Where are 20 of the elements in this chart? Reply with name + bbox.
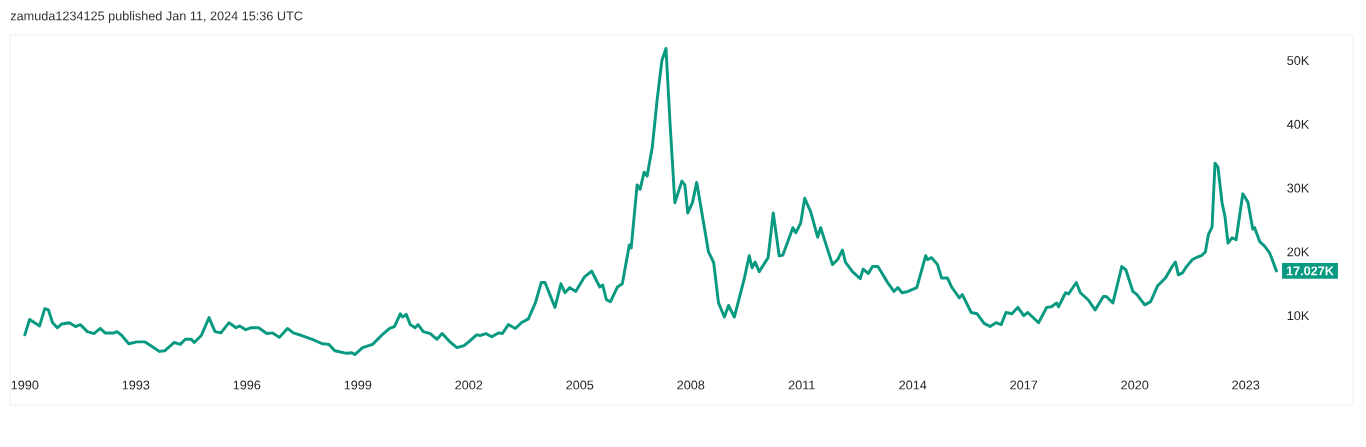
x-tick-label: 2020 [1121,380,1149,390]
x-tick-label: 2011 [788,380,815,390]
x-tick-label: 2017 [1010,380,1038,390]
y-tick-label: 10K [1287,311,1310,321]
x-tick-label: 1993 [122,380,150,390]
x-tick-label: 2008 [677,380,705,390]
y-tick-label: 30K [1287,183,1310,193]
y-tick-label: 50K [1287,56,1310,66]
line-series [23,46,1278,357]
chart-title: zamuda1234125 published Jan 11, 2024 15:36 UTC [10,11,303,23]
y-tick-label: 40K [1287,119,1310,129]
x-tick-label: 2014 [899,380,927,390]
x-tick-label: 1990 [11,380,39,390]
x-tick-label: 1996 [233,380,261,390]
x-tick-label: 2023 [1232,380,1260,390]
x-tick-label: 2002 [455,380,483,390]
x-tick-label: 2005 [566,380,594,390]
annotation: 17.027K [1286,266,1334,276]
x-tick-label: 1999 [344,380,372,390]
y-tick-label: 20K [1287,247,1310,257]
